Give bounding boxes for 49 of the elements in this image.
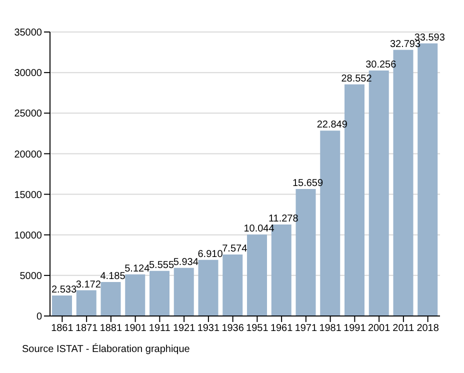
x-tick-label: 1861	[51, 323, 74, 334]
data-label: 22.849	[316, 120, 348, 131]
bar	[100, 282, 121, 316]
y-tick-label: 30000	[14, 68, 42, 80]
x-tick-label: 1911	[148, 323, 171, 334]
data-label: 5.555	[148, 260, 174, 271]
bar	[150, 270, 170, 316]
data-label: 11.278	[268, 213, 299, 224]
x-tick-label: 1931	[197, 323, 220, 334]
x-tick-label: 2018	[416, 323, 440, 334]
bar	[52, 295, 72, 316]
source-note: Source ISTAT - Élaboration graphique	[22, 344, 191, 355]
data-label: 15.659	[292, 178, 324, 189]
x-tick-label: 1871	[75, 323, 98, 334]
y-tick-label: 5000	[20, 270, 42, 282]
x-tick-label: 1881	[100, 323, 122, 334]
data-label: 30.256	[366, 59, 397, 70]
data-label: 2.533	[51, 284, 77, 296]
x-tick-label: 1921	[172, 323, 196, 334]
bar	[76, 290, 96, 316]
data-label: 7.574	[222, 244, 248, 255]
data-label: 28.552	[341, 73, 372, 84]
data-label: 4.185	[100, 271, 126, 282]
y-tick-label: 15000	[14, 190, 42, 201]
bar	[247, 234, 267, 316]
x-tick-label: 2001	[368, 323, 391, 334]
x-tick-label: 1936	[222, 323, 244, 334]
bar	[222, 254, 243, 316]
y-tick-label: 35000	[14, 28, 42, 39]
data-label: 5.124	[124, 263, 150, 274]
data-label: 3.172	[76, 279, 102, 290]
y-tick-label: 0	[36, 312, 42, 323]
x-tick-label: 1901	[124, 323, 147, 334]
x-tick-label: 1951	[246, 323, 269, 334]
y-tick-label: 20000	[14, 149, 42, 160]
y-tick-label: 10000	[14, 230, 42, 242]
data-label: 6.910	[198, 248, 224, 260]
x-tick-label: 1981	[319, 323, 342, 334]
bar	[174, 268, 194, 316]
x-tick-label: 1961	[270, 323, 294, 334]
bar	[198, 260, 218, 316]
y-tick-label: 25000	[14, 108, 42, 120]
data-label: 5.934	[173, 256, 199, 268]
data-label: 10.044	[244, 224, 275, 234]
x-tick-label: 1971	[294, 323, 318, 334]
x-tick-label: 1991	[344, 323, 366, 334]
data-label: 32.793	[390, 38, 421, 50]
x-tick-label: 2011	[392, 323, 415, 334]
bar	[125, 274, 146, 316]
